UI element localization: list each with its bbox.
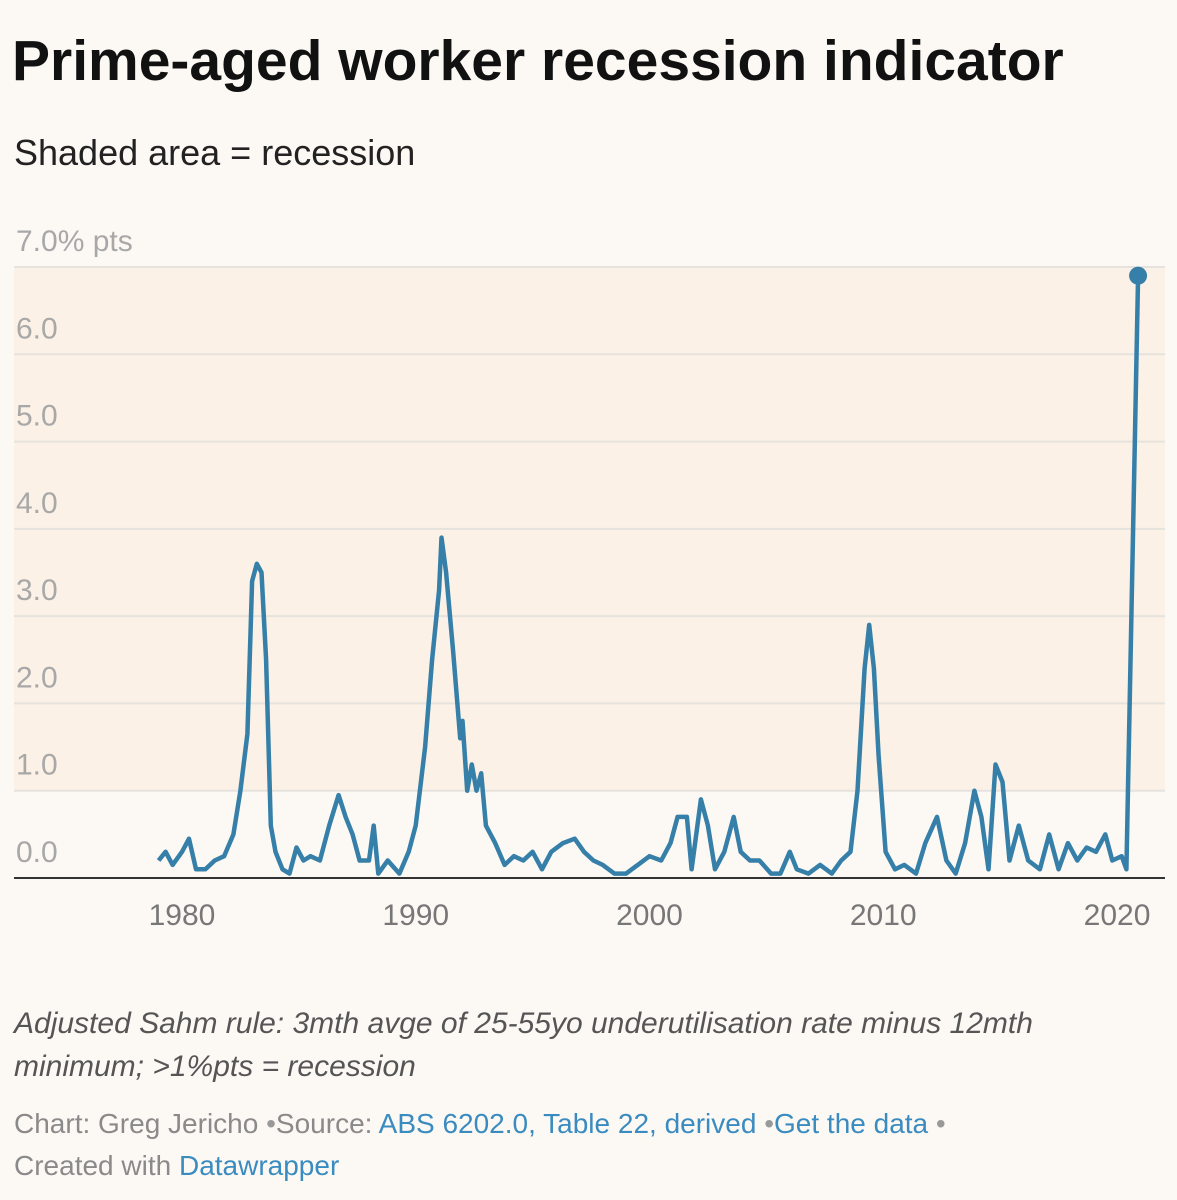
y-tick-label: 3.0 <box>16 574 58 607</box>
chart-footer: Chart: Greg JerichoSource: ABS 6202.0, T… <box>14 1103 1134 1187</box>
chart-title: Prime-aged worker recession indicator <box>12 29 1064 93</box>
chart: Prime-aged worker recession indicator Sh… <box>12 29 1165 932</box>
credit: Chart: Greg Jericho <box>14 1108 276 1139</box>
end-marker <box>1129 266 1148 285</box>
data-line <box>156 275 1141 876</box>
y-tick-label: 1.0 <box>16 749 58 782</box>
chart-note: Adjusted Sahm rule: 3mth avge of 25-55yo… <box>14 1007 1033 1083</box>
y-tick-label: 4.0 <box>16 487 58 520</box>
x-tick-label: 2010 <box>850 899 917 932</box>
chart-subtitle: Shaded area = recession <box>14 132 415 173</box>
tool-link[interactable]: Datawrapper <box>178 1150 340 1181</box>
y-tick-label: 6.0 <box>16 312 58 345</box>
x-tick-label: 1980 <box>149 899 216 932</box>
plot: 0.0 1.0 2.0 3.0 4.0 5.0 6.0 7.0% pts 1980 1990 200… <box>14 225 1165 932</box>
y-tick-label: 0.0 <box>16 836 58 869</box>
get-data-link[interactable]: Get the data <box>774 1108 946 1139</box>
y-tick-label: 5.0 <box>16 400 58 433</box>
x-tick-label: 1990 <box>382 899 449 932</box>
x-tick-label: 2000 <box>616 899 683 932</box>
source-label: Source: <box>275 1108 373 1139</box>
source-link[interactable]: ABS 6202.0, Table 22, derived <box>379 1108 774 1139</box>
x-tick-label: 2020 <box>1084 899 1151 932</box>
y-tick-label: 7.0% pts <box>16 225 133 258</box>
created-with: Created with <box>14 1150 172 1181</box>
y-tick-label: 2.0 <box>16 661 58 694</box>
